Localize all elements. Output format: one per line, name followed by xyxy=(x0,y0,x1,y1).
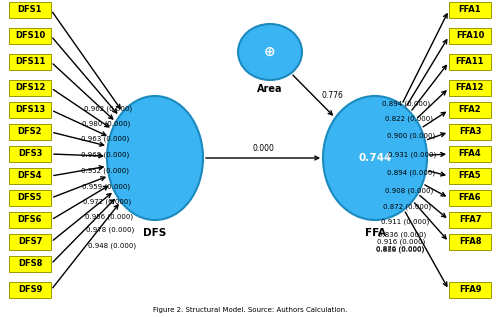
Text: 0.888 (0.000): 0.888 (0.000) xyxy=(376,247,424,253)
Text: 0.744: 0.744 xyxy=(358,153,392,163)
Ellipse shape xyxy=(107,96,203,220)
Text: DFS8: DFS8 xyxy=(18,260,42,268)
Text: DFS11: DFS11 xyxy=(15,57,45,67)
Ellipse shape xyxy=(323,96,427,220)
Text: ⊕: ⊕ xyxy=(264,45,276,59)
FancyBboxPatch shape xyxy=(9,190,51,206)
FancyBboxPatch shape xyxy=(9,168,51,184)
Text: 0.978 (0.000): 0.978 (0.000) xyxy=(86,227,134,233)
Text: FFA: FFA xyxy=(364,228,386,238)
FancyBboxPatch shape xyxy=(449,54,491,70)
FancyBboxPatch shape xyxy=(9,80,51,96)
FancyBboxPatch shape xyxy=(449,2,491,18)
Text: DFS9: DFS9 xyxy=(18,286,42,294)
Text: 0.894 (0.000): 0.894 (0.000) xyxy=(382,100,430,107)
Ellipse shape xyxy=(238,24,302,80)
FancyBboxPatch shape xyxy=(449,80,491,96)
Text: FFA11: FFA11 xyxy=(456,57,484,67)
Text: 0.776: 0.776 xyxy=(321,91,343,100)
Text: 0.952 (0.000): 0.952 (0.000) xyxy=(81,168,129,174)
Text: DFS10: DFS10 xyxy=(15,31,45,41)
FancyBboxPatch shape xyxy=(9,124,51,140)
Text: DFS3: DFS3 xyxy=(18,150,42,158)
FancyBboxPatch shape xyxy=(449,212,491,228)
Text: DFS7: DFS7 xyxy=(18,237,42,247)
Text: FFA4: FFA4 xyxy=(458,150,481,158)
Text: 0.822 (0.000): 0.822 (0.000) xyxy=(385,116,433,122)
Text: 0.948 (0.000): 0.948 (0.000) xyxy=(88,243,136,249)
FancyBboxPatch shape xyxy=(9,2,51,18)
Text: 0.000: 0.000 xyxy=(252,144,274,153)
FancyBboxPatch shape xyxy=(449,124,491,140)
Text: DFS: DFS xyxy=(144,228,167,238)
Text: Figure 2. Structural Model. Source: Authors Calculation.: Figure 2. Structural Model. Source: Auth… xyxy=(153,307,347,313)
Text: FFA8: FFA8 xyxy=(459,237,481,247)
FancyBboxPatch shape xyxy=(9,54,51,70)
Text: 0.980 (0.000): 0.980 (0.000) xyxy=(82,120,130,127)
FancyBboxPatch shape xyxy=(449,168,491,184)
FancyBboxPatch shape xyxy=(9,234,51,250)
Text: 0.916 (0.000): 0.916 (0.000) xyxy=(378,239,426,245)
FancyBboxPatch shape xyxy=(9,282,51,298)
Text: DFS2: DFS2 xyxy=(18,127,42,137)
FancyBboxPatch shape xyxy=(9,146,51,162)
FancyBboxPatch shape xyxy=(9,256,51,272)
Text: DFS13: DFS13 xyxy=(15,106,45,114)
FancyBboxPatch shape xyxy=(449,234,491,250)
Text: FFA2: FFA2 xyxy=(458,106,481,114)
Text: 0.900 (0.000): 0.900 (0.000) xyxy=(386,133,435,139)
Text: FFA12: FFA12 xyxy=(456,83,484,93)
Text: DFS12: DFS12 xyxy=(15,83,45,93)
Text: 0.931 (0.000): 0.931 (0.000) xyxy=(388,151,436,158)
Text: 0.962 (0.000): 0.962 (0.000) xyxy=(84,106,132,112)
Text: DFS4: DFS4 xyxy=(18,171,42,180)
FancyBboxPatch shape xyxy=(449,146,491,162)
FancyBboxPatch shape xyxy=(449,102,491,118)
Text: 0.956 (0.000): 0.956 (0.000) xyxy=(84,213,133,220)
Text: 0.872 (0.000): 0.872 (0.000) xyxy=(383,204,432,210)
Text: 0.972 (0.000): 0.972 (0.000) xyxy=(83,199,132,205)
Text: FFA7: FFA7 xyxy=(459,216,481,224)
FancyBboxPatch shape xyxy=(449,28,491,44)
Text: DFS1: DFS1 xyxy=(18,5,42,15)
Text: Area: Area xyxy=(257,84,283,94)
Text: FFA6: FFA6 xyxy=(458,193,481,203)
Text: DFS5: DFS5 xyxy=(18,193,42,203)
Text: FFA3: FFA3 xyxy=(459,127,481,137)
Text: 0.836 (0.000): 0.836 (0.000) xyxy=(378,232,426,238)
Text: 0.908 (0.000): 0.908 (0.000) xyxy=(386,188,434,194)
FancyBboxPatch shape xyxy=(449,282,491,298)
FancyBboxPatch shape xyxy=(9,28,51,44)
Text: DFS6: DFS6 xyxy=(18,216,42,224)
Text: 0.894 (0.000): 0.894 (0.000) xyxy=(388,170,436,177)
Text: FFA1: FFA1 xyxy=(458,5,481,15)
Text: 0.963 (0.000): 0.963 (0.000) xyxy=(82,136,130,142)
FancyBboxPatch shape xyxy=(9,102,51,118)
Text: 0.969 (0.000): 0.969 (0.000) xyxy=(81,152,130,158)
Text: FFA9: FFA9 xyxy=(459,286,481,294)
Text: FFA10: FFA10 xyxy=(456,31,484,41)
Text: 0.911 (0.000): 0.911 (0.000) xyxy=(380,218,429,225)
Text: FFA5: FFA5 xyxy=(458,171,481,180)
Text: 0.959 (0.000): 0.959 (0.000) xyxy=(82,184,130,190)
Text: 0.876 (0.000): 0.876 (0.000) xyxy=(376,245,424,252)
FancyBboxPatch shape xyxy=(449,190,491,206)
FancyBboxPatch shape xyxy=(9,212,51,228)
